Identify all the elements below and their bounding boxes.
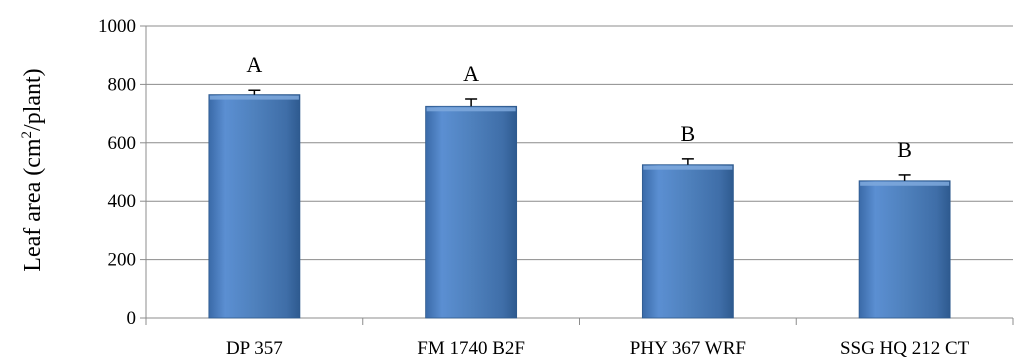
y-tick-label: 200 — [108, 250, 137, 271]
y-axis-label-superscript: 2 — [19, 131, 35, 139]
y-tick-label: 800 — [108, 74, 137, 95]
bar-highlight — [426, 107, 516, 112]
y-axis-label: Leaf area (cm2/plant) — [19, 68, 46, 271]
x-category-label: FM 1740 B2F — [417, 338, 525, 359]
y-tick-label: 600 — [108, 133, 137, 154]
y-tick-label: 1000 — [98, 16, 136, 37]
labels: 0 200 400 600 800 1000 A DP 357 A FM 1740 B2F B PHY… — [98, 16, 970, 359]
bar-highlight — [860, 181, 950, 186]
bar — [208, 94, 301, 319]
bars — [208, 89, 951, 319]
significance-letter: B — [897, 137, 912, 162]
x-category-label: PHY 367 WRF — [630, 338, 746, 359]
x-category-label: SSG HQ 212 CT — [840, 338, 970, 359]
x-category-label: DP 357 — [226, 338, 283, 359]
y-tick-label: 0 — [127, 308, 137, 329]
bar-highlight — [643, 165, 733, 170]
bar — [858, 180, 951, 319]
bar — [641, 164, 734, 319]
bar — [425, 105, 518, 319]
significance-letter: A — [463, 61, 479, 86]
y-tick-label: 400 — [108, 191, 137, 212]
significance-letter: A — [246, 52, 262, 77]
significance-letter: B — [681, 121, 696, 146]
bar-highlight — [209, 95, 299, 100]
